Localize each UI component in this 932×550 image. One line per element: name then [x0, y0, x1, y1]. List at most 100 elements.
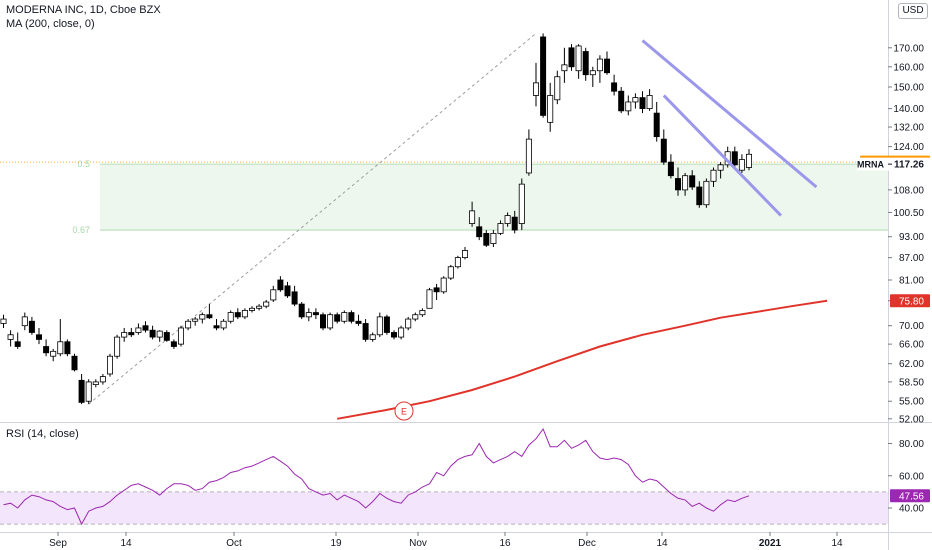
candle [682, 172, 689, 196]
candle [85, 379, 92, 405]
candle [28, 316, 35, 335]
rsi-band [0, 491, 888, 525]
candle [625, 95, 632, 116]
candle-body [561, 64, 568, 72]
candle-body [36, 334, 43, 340]
candle-body [369, 334, 376, 340]
rsi-tick-label: 80.00 [899, 439, 924, 450]
time-tick-label: 14 [656, 538, 668, 549]
candle-body [653, 112, 660, 138]
candle [7, 330, 14, 347]
candle-body [213, 325, 220, 329]
candle [419, 308, 426, 317]
candle [263, 299, 270, 309]
candle-body [604, 58, 611, 74]
candle [291, 285, 298, 307]
price-tick-label: 55.00 [899, 397, 924, 408]
candle [348, 310, 355, 324]
time-tick-label: 14 [120, 538, 132, 549]
candle [639, 91, 646, 114]
candle [199, 312, 206, 324]
candle [461, 246, 468, 260]
price-tick-label: 52.00 [899, 414, 924, 425]
candle-body [256, 305, 263, 309]
candle-body [540, 36, 547, 116]
candle [440, 276, 447, 294]
candle-body [21, 316, 28, 327]
candle [660, 129, 667, 165]
price-tick-label: 58.50 [899, 377, 924, 388]
candle [604, 51, 611, 75]
candle-body [746, 153, 753, 168]
candle-body [85, 381, 92, 402]
candle [554, 70, 561, 105]
candle-body [667, 161, 674, 177]
candle [163, 330, 170, 342]
candle-body [618, 90, 625, 112]
candle [327, 312, 334, 331]
candle [390, 330, 397, 340]
candle-body [114, 336, 121, 357]
candle [57, 319, 64, 357]
candle [36, 327, 43, 345]
candle [270, 285, 277, 303]
candle-body [170, 341, 177, 347]
candle [185, 319, 192, 331]
candle [746, 149, 753, 171]
candle [589, 66, 596, 88]
ma-indicator-title: MA (200, close, 0) [6, 18, 95, 30]
price-tick-label: 140.00 [893, 104, 924, 115]
time-tick-label: 2021 [759, 538, 782, 549]
candle-body [639, 97, 646, 110]
candle-body [575, 45, 582, 72]
candle-body [135, 327, 142, 333]
candle-body [241, 310, 248, 318]
price-tick-label: 108.00 [893, 185, 924, 196]
candle-body [504, 215, 511, 224]
ma-value-label: 75.80 [899, 296, 924, 307]
candle [284, 281, 291, 298]
candle [483, 230, 490, 247]
candle-body [121, 332, 128, 338]
candle [121, 327, 128, 342]
candle-body [476, 226, 483, 238]
candle [64, 339, 71, 357]
channel-upper-line [641, 39, 818, 189]
candle [618, 87, 625, 114]
candle [433, 283, 440, 300]
candle-body [220, 320, 227, 329]
candle-body [277, 279, 284, 291]
candle-body [7, 334, 14, 340]
rsi-indicator-title: RSI (14, close) [6, 428, 79, 440]
candle-body [696, 186, 703, 206]
candle-body [284, 285, 291, 297]
candle [596, 55, 603, 83]
time-tick-label: 19 [330, 538, 342, 549]
candle [710, 167, 717, 188]
candle [156, 330, 163, 342]
candle [256, 304, 263, 311]
candle [731, 146, 738, 168]
candle-body [582, 51, 589, 76]
price-tick-label: 87.00 [899, 253, 924, 264]
candle-body [447, 266, 454, 279]
candle-body [390, 332, 397, 338]
earnings-marker-label: E [401, 407, 407, 417]
candle [575, 44, 582, 79]
candle [14, 332, 21, 349]
candle-body [646, 95, 653, 110]
candle [568, 44, 575, 71]
candle-body [440, 277, 447, 293]
candle [355, 314, 362, 326]
candle-body [319, 314, 326, 329]
candle [213, 319, 220, 331]
candle [412, 312, 419, 322]
currency-button[interactable]: USD [898, 3, 928, 19]
price-tick-label: 62.00 [899, 359, 924, 370]
candle-body [518, 183, 525, 224]
candle-body [57, 341, 64, 355]
candle-body [234, 312, 241, 318]
current-price-tag [857, 157, 930, 171]
